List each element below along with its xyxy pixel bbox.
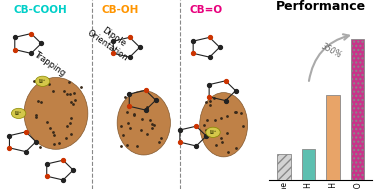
Text: CB-OH: CB-OH bbox=[101, 5, 138, 15]
Circle shape bbox=[12, 108, 26, 119]
Text: Dipole
Orientation: Dipole Orientation bbox=[86, 19, 136, 63]
Bar bbox=[351, 39, 364, 180]
Circle shape bbox=[35, 76, 50, 86]
Text: Li⁺: Li⁺ bbox=[209, 130, 217, 135]
Text: CB=O: CB=O bbox=[189, 5, 222, 15]
Text: Trapping: Trapping bbox=[32, 50, 67, 78]
Text: 350%: 350% bbox=[320, 42, 343, 60]
Text: Li⁺: Li⁺ bbox=[15, 111, 22, 116]
Ellipse shape bbox=[200, 93, 248, 157]
Text: CB-COOH: CB-COOH bbox=[13, 5, 67, 15]
Bar bbox=[326, 95, 340, 180]
Text: Li⁺: Li⁺ bbox=[39, 79, 46, 84]
Ellipse shape bbox=[24, 77, 88, 149]
Ellipse shape bbox=[117, 91, 170, 155]
Circle shape bbox=[206, 127, 220, 137]
Title: Rate
Performance: Rate Performance bbox=[276, 0, 366, 13]
Bar bbox=[277, 154, 291, 180]
Bar bbox=[302, 149, 315, 180]
